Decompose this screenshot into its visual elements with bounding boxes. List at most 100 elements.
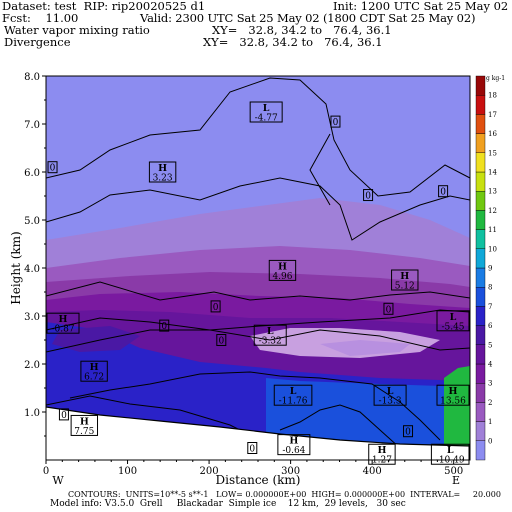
colorbar-swatch [475, 287, 486, 307]
y-tick-label: 1.0 [24, 408, 40, 419]
model-line: Model info: V3.5.0 Grell Blackadar Simpl… [50, 499, 406, 509]
colorbar-swatch [475, 306, 486, 326]
extremum-kind: H [449, 386, 458, 397]
colorbar-swatch [475, 229, 486, 250]
svg-text:0: 0 [440, 188, 446, 198]
divergence-contour-4 [46, 309, 470, 331]
extremum-low: L-11.76 [273, 384, 313, 407]
extremum-kind: H [59, 314, 68, 325]
terrain-cutoff [46, 406, 470, 460]
contour-zero-label: 0 [330, 115, 341, 128]
extremum-value: 7.75 [74, 427, 94, 437]
colorbar-swatch [475, 344, 486, 365]
svg-text:0: 0 [365, 192, 371, 202]
colorbar-swatch [475, 133, 486, 154]
extremum-kind: H [278, 261, 287, 272]
y-tick-label: 7.0 [24, 120, 40, 131]
colorbar-tick-label: 0 [488, 437, 492, 445]
contour-zero-label: 0 [216, 334, 227, 347]
extremum-high: H1.27 [368, 443, 396, 466]
contour-zero-label: 0 [403, 425, 414, 438]
colorbar-swatch [475, 267, 486, 288]
extremum-kind: H [377, 445, 386, 456]
extremum-kind: L [263, 103, 270, 114]
colorbar-tick-label: 4 [488, 361, 493, 369]
colorbar-tick-label: 8 [488, 284, 492, 292]
extremum-value: 5.12 [395, 282, 415, 292]
extremum-kind: H [80, 416, 89, 427]
mixing-ratio-fills [46, 76, 470, 460]
terrain-line [46, 406, 470, 447]
colorbar-tick-label: 17 [488, 111, 497, 119]
colorbar-swatch [475, 325, 486, 346]
colorbar-tick-label: 16 [488, 130, 497, 138]
extremum-kind: L [447, 445, 454, 456]
extremum-value: 3.23 [153, 174, 173, 184]
field2-xy: XY= 32.8, 34.2 to 76.4, 36.1 [203, 35, 383, 49]
svg-text:0: 0 [405, 428, 411, 438]
contour-zero-label: 0 [383, 302, 394, 315]
colorbar-tick-label: 5 [488, 341, 492, 349]
extremum-high: H7.75 [70, 414, 99, 437]
x-axis-title: Distance (km) [216, 473, 301, 487]
contour-zero-label: 0 [58, 408, 69, 421]
colorbar-swatch [475, 248, 486, 269]
extremum-kind: L [267, 326, 274, 337]
colorbar-tick-label: 10 [488, 245, 497, 253]
contours-line: CONTOURS: UNITS=10**-5 s**-1 LOW= 0.0000… [68, 490, 501, 499]
dataset-line: Dataset: test RIP: rip20020525 d1 [2, 0, 206, 13]
extremum-kind: L [387, 386, 394, 397]
colorbar-tick-label: 13 [488, 188, 497, 196]
axes: 1.0 2.0 3.0 4.0 5.0 6.0 7.0 8.0 0 100 200 300 400 500 [24, 72, 463, 477]
field1-xy: XY= 32.8, 34.2 to 76.4, 36.1 [212, 23, 392, 37]
svg-text:0: 0 [333, 118, 339, 128]
svg-text:0: 0 [50, 164, 56, 174]
extremum-value: 1.27 [372, 456, 392, 466]
mixing-ratio-pocket-core [320, 340, 410, 356]
extremum-low: L-3.32 [253, 324, 287, 347]
colorbar-swatch [475, 75, 486, 96]
divergence-contour-7 [279, 404, 401, 449]
contour-zero-label: 0 [159, 319, 170, 332]
colorbar-swatch [475, 171, 486, 192]
divergence-contour-6 [69, 371, 441, 441]
extremum-kind: L [450, 312, 457, 323]
extremum-value: -11.76 [279, 397, 308, 407]
svg-text:0: 0 [61, 411, 67, 421]
contour-zero-label: 0 [247, 442, 258, 455]
colorbar-swatch [475, 94, 486, 115]
x-tick-label: 500 [444, 466, 463, 477]
colorbar-swatch [475, 152, 486, 173]
colorbar-swatch [475, 440, 486, 461]
svg-text:0: 0 [386, 305, 392, 315]
extremum-value: 6.72 [84, 373, 104, 383]
extremum-kind: H [400, 271, 409, 282]
extremum-kind: H [289, 436, 298, 447]
divergence-contour-5 [46, 329, 470, 353]
colorbar-tick-label: 1 [488, 418, 492, 426]
colorbar-tick-label: 18 [488, 92, 497, 100]
extremum-kind: H [158, 163, 167, 174]
y-tick-label: 6.0 [24, 168, 40, 179]
colorbar-swatch [475, 114, 486, 134]
extremum-low: L-5.45 [436, 310, 470, 332]
contour-zero-label: 0 [438, 185, 449, 198]
colorbar-tick-label: 7 [488, 303, 492, 311]
divergence-contours [46, 77, 470, 449]
extremum-value: -10.49 [436, 456, 465, 466]
colorbar-tick-label: 3 [488, 380, 492, 388]
y-tick-label: 4.0 [24, 264, 40, 275]
y-tick-label: 5.0 [24, 216, 40, 227]
colorbar-swatch [475, 421, 486, 442]
x-tick-label: 0 [43, 466, 49, 477]
colorbar-tick-label: 11 [488, 226, 497, 234]
y-tick-label: 2.0 [24, 360, 40, 371]
colorbar-swatch [475, 383, 486, 403]
init-line: Init: 1200 UTC Sat 25 May 02 [333, 0, 509, 13]
divergence-contour-2 [309, 133, 331, 206]
colorbar-tick-label: 9 [488, 265, 492, 273]
colorbar-tick-label: 14 [488, 169, 497, 177]
x-end-label-west: W [52, 474, 64, 487]
colorbar-tick-label: 2 [488, 399, 492, 407]
